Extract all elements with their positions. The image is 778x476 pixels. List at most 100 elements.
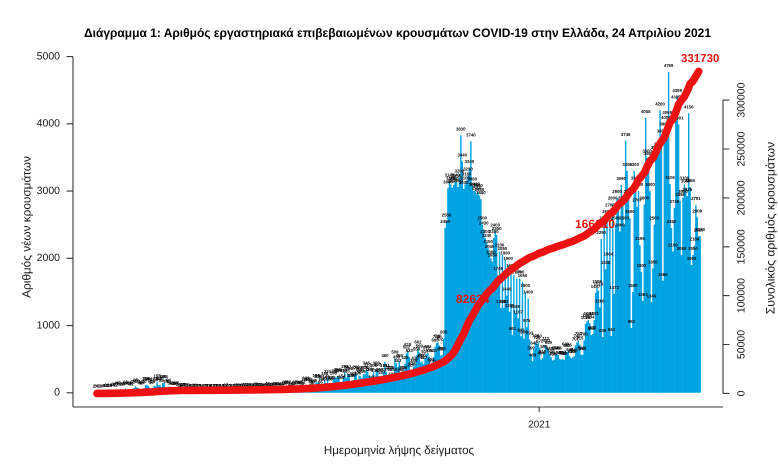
svg-text:517: 517 <box>421 349 429 354</box>
svg-text:1000: 1000 <box>37 319 61 331</box>
svg-text:872: 872 <box>589 325 597 330</box>
svg-text:22: 22 <box>264 382 269 387</box>
svg-text:219: 219 <box>358 369 366 374</box>
svg-text:1259: 1259 <box>496 299 506 304</box>
svg-text:3058: 3058 <box>685 178 695 183</box>
svg-text:3140: 3140 <box>445 173 455 178</box>
svg-text:100000: 100000 <box>736 278 748 313</box>
svg-text:146: 146 <box>323 374 331 379</box>
svg-text:14: 14 <box>231 383 236 388</box>
svg-text:1063: 1063 <box>582 312 592 317</box>
svg-text:274: 274 <box>399 365 407 370</box>
svg-text:48: 48 <box>126 381 131 386</box>
svg-text:2150: 2150 <box>483 239 493 244</box>
svg-text:6: 6 <box>230 383 233 388</box>
svg-text:17: 17 <box>244 383 249 388</box>
svg-text:19: 19 <box>248 383 253 388</box>
svg-text:42: 42 <box>265 381 270 386</box>
svg-text:2500: 2500 <box>619 216 629 221</box>
svg-text:32: 32 <box>288 382 293 387</box>
svg-text:15: 15 <box>193 383 198 388</box>
svg-text:14: 14 <box>232 383 237 388</box>
svg-text:66: 66 <box>123 379 128 384</box>
svg-text:150000: 150000 <box>736 229 748 264</box>
svg-text:62: 62 <box>301 380 306 385</box>
svg-text:4000: 4000 <box>37 118 61 130</box>
svg-text:95: 95 <box>133 377 138 382</box>
svg-text:12: 12 <box>186 383 191 388</box>
svg-text:562: 562 <box>439 346 447 351</box>
svg-text:3100: 3100 <box>446 175 456 180</box>
svg-text:4769: 4769 <box>664 63 674 68</box>
svg-text:469: 469 <box>529 352 537 357</box>
svg-text:16: 16 <box>192 383 197 388</box>
svg-text:1749: 1749 <box>493 266 503 271</box>
svg-text:350: 350 <box>373 360 381 365</box>
svg-text:4: 4 <box>101 384 104 389</box>
svg-text:3740: 3740 <box>466 132 476 137</box>
svg-text:3050: 3050 <box>681 179 691 184</box>
svg-text:715: 715 <box>576 336 584 341</box>
svg-text:23: 23 <box>262 382 267 387</box>
svg-text:2767: 2767 <box>632 198 642 203</box>
svg-text:3: 3 <box>100 384 103 389</box>
svg-text:2100: 2100 <box>495 243 505 248</box>
svg-text:749: 749 <box>434 333 442 338</box>
svg-text:1205: 1205 <box>505 303 515 308</box>
svg-text:102: 102 <box>305 377 313 382</box>
svg-text:24: 24 <box>110 382 115 387</box>
svg-text:32: 32 <box>117 382 122 387</box>
svg-text:10: 10 <box>191 383 196 388</box>
svg-text:2330: 2330 <box>695 227 705 232</box>
svg-text:4088: 4088 <box>641 109 651 114</box>
svg-text:65: 65 <box>282 379 287 384</box>
svg-text:18: 18 <box>234 383 239 388</box>
svg-text:76: 76 <box>148 379 153 384</box>
svg-text:4156: 4156 <box>684 104 694 109</box>
svg-text:13: 13 <box>189 383 194 388</box>
svg-text:685: 685 <box>432 338 440 343</box>
svg-text:1500: 1500 <box>521 283 531 288</box>
svg-text:503: 503 <box>556 350 564 355</box>
svg-text:61: 61 <box>140 380 145 385</box>
svg-text:4305: 4305 <box>671 94 681 99</box>
svg-text:2800: 2800 <box>608 196 618 201</box>
svg-text:662: 662 <box>414 339 422 344</box>
svg-text:618: 618 <box>404 342 412 347</box>
svg-text:38: 38 <box>172 381 177 386</box>
svg-text:2800: 2800 <box>640 196 650 201</box>
svg-text:70: 70 <box>142 379 147 384</box>
svg-text:245: 245 <box>377 367 385 372</box>
svg-text:2609: 2609 <box>693 208 703 213</box>
svg-text:629: 629 <box>562 342 570 347</box>
svg-text:2791: 2791 <box>691 196 701 201</box>
svg-text:331730: 331730 <box>681 53 719 65</box>
svg-text:1900: 1900 <box>687 256 697 261</box>
svg-text:533: 533 <box>406 348 414 353</box>
svg-text:300000: 300000 <box>736 82 748 117</box>
svg-text:750: 750 <box>532 333 540 338</box>
svg-text:306: 306 <box>370 363 378 368</box>
svg-text:134: 134 <box>337 375 345 380</box>
svg-text:249: 249 <box>384 367 392 372</box>
svg-text:8: 8 <box>200 383 203 388</box>
svg-text:10: 10 <box>106 383 111 388</box>
svg-text:82634: 82634 <box>456 292 490 306</box>
svg-text:Αριθμός νέων κρουσμάτων: Αριθμός νέων κρουσμάτων <box>20 156 34 298</box>
svg-text:277: 277 <box>360 365 368 370</box>
svg-text:1346: 1346 <box>647 293 657 298</box>
svg-text:531: 531 <box>430 348 438 353</box>
svg-text:3100: 3100 <box>680 175 690 180</box>
svg-text:418: 418 <box>411 356 419 361</box>
svg-text:16: 16 <box>183 383 188 388</box>
svg-text:42: 42 <box>281 381 286 386</box>
svg-text:3230: 3230 <box>463 167 473 172</box>
svg-text:15: 15 <box>236 383 241 388</box>
svg-text:42: 42 <box>272 381 277 386</box>
svg-text:22: 22 <box>113 382 118 387</box>
svg-text:128: 128 <box>328 375 336 380</box>
svg-text:26: 26 <box>176 382 181 387</box>
svg-text:247: 247 <box>367 367 375 372</box>
svg-text:121: 121 <box>303 376 311 381</box>
svg-text:1519: 1519 <box>594 282 604 287</box>
